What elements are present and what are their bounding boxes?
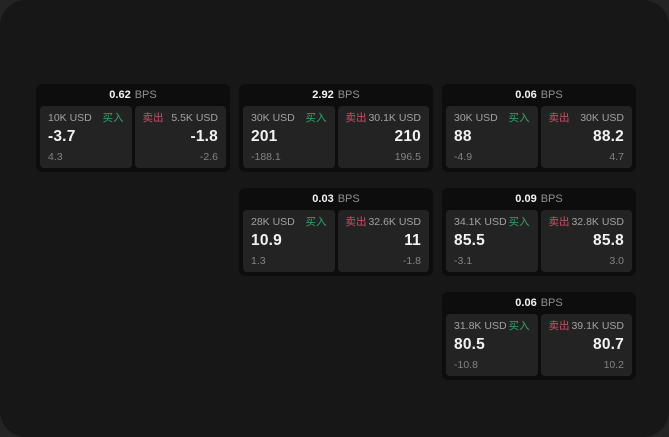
buy-amount: 10K USD (48, 112, 92, 124)
sell-value: 210 (394, 128, 421, 145)
buy-value: 201 (251, 128, 278, 145)
buy-sub-value: -10.8 (454, 359, 478, 371)
sell-value: 80.7 (593, 336, 624, 353)
bps-unit-label: BPS (337, 193, 360, 205)
sell-value: -1.8 (190, 128, 218, 145)
bps-unit-label: BPS (134, 89, 157, 101)
sell-panel[interactable]: 卖出 30K USD 88.2 4.7 (540, 106, 632, 168)
buy-value: -3.7 (48, 128, 76, 145)
sell-sub-value: 3.0 (609, 255, 624, 267)
buy-value: 80.5 (454, 336, 485, 353)
bps-value: 0.06 (515, 297, 537, 309)
sell-label: 卖出 (345, 112, 367, 124)
sell-sub-value: 4.7 (609, 151, 624, 163)
buy-panel[interactable]: 34.1K USD 买入 85.5 -3.1 (446, 210, 538, 272)
bps-unit-label: BPS (540, 193, 563, 205)
sell-label: 卖出 (345, 216, 367, 228)
quote-card-3: 0.06 BPS 30K USD 买入 88 -4.9 卖出 30K USD 88.2… (442, 84, 636, 172)
sell-panel[interactable]: 卖出 5.5K USD -1.8 -2.6 (134, 106, 226, 168)
buy-amount: 30K USD (251, 112, 295, 124)
buy-amount: 31.8K USD (454, 320, 507, 332)
buy-panel[interactable]: 10K USD 买入 -3.7 4.3 (40, 106, 132, 168)
bps-unit-label: BPS (540, 297, 563, 309)
buy-sub-value: 1.3 (251, 255, 266, 267)
bps-unit-label: BPS (337, 89, 360, 101)
sell-label: 卖出 (548, 216, 570, 228)
sell-panel[interactable]: 卖出 30.1K USD 210 196.5 (337, 106, 429, 168)
bps-value: 0.62 (109, 89, 131, 101)
buy-label: 买入 (305, 112, 327, 124)
buy-sub-value: 4.3 (48, 151, 63, 163)
quote-card-5: 0.09 BPS 34.1K USD 买入 85.5 -3.1 卖出 32.8K US… (442, 188, 636, 276)
quote-card-4: 0.03 BPS 28K USD 买入 10.9 1.3 卖出 32.6K USD 1… (239, 188, 433, 276)
sell-sub-value: -1.8 (402, 255, 421, 267)
buy-label: 买入 (508, 216, 530, 228)
sell-amount: 30.1K USD (368, 112, 421, 124)
sell-sub-value: 10.2 (603, 359, 624, 371)
buy-panel[interactable]: 31.8K USD 买入 80.5 -10.8 (446, 314, 538, 376)
buy-value: 10.9 (251, 232, 282, 249)
buy-sub-value: -188.1 (251, 151, 281, 163)
buy-amount: 28K USD (251, 216, 295, 228)
card-header: 0.06 BPS (446, 292, 632, 314)
sell-label: 卖出 (142, 112, 164, 124)
buy-panel[interactable]: 28K USD 买入 10.9 1.3 (243, 210, 335, 272)
quote-card-1: 0.62 BPS 10K USD 买入 -3.7 4.3 卖出 5.5K USD -1… (36, 84, 230, 172)
sell-amount: 39.1K USD (571, 320, 624, 332)
buy-amount: 30K USD (454, 112, 498, 124)
sell-amount: 5.5K USD (171, 112, 218, 124)
bps-value: 0.06 (515, 89, 537, 101)
sell-panel[interactable]: 卖出 32.8K USD 85.8 3.0 (540, 210, 632, 272)
sell-sub-value: 196.5 (394, 151, 421, 163)
sell-amount: 30K USD (580, 112, 624, 124)
bps-value: 0.03 (312, 193, 334, 205)
card-header: 0.62 BPS (40, 84, 226, 106)
sell-amount: 32.6K USD (368, 216, 421, 228)
sell-value: 11 (404, 232, 421, 249)
card-header: 0.03 BPS (243, 188, 429, 210)
sell-panel[interactable]: 卖出 32.6K USD 11 -1.8 (337, 210, 429, 272)
sell-amount: 32.8K USD (571, 216, 624, 228)
quote-card-6: 0.06 BPS 31.8K USD 买入 80.5 -10.8 卖出 39.1K U… (442, 292, 636, 380)
sell-value: 88.2 (593, 128, 624, 145)
quote-card-2: 2.92 BPS 30K USD 买入 201 -188.1 卖出 30.1K USD… (239, 84, 433, 172)
buy-amount: 34.1K USD (454, 216, 507, 228)
sell-sub-value: -2.6 (199, 151, 218, 163)
buy-value: 85.5 (454, 232, 485, 249)
bps-unit-label: BPS (540, 89, 563, 101)
sell-panel[interactable]: 卖出 39.1K USD 80.7 10.2 (540, 314, 632, 376)
bps-value: 2.92 (312, 89, 334, 101)
card-header: 0.06 BPS (446, 84, 632, 106)
buy-sub-value: -4.9 (454, 151, 473, 163)
sell-value: 85.8 (593, 232, 624, 249)
buy-label: 买入 (102, 112, 124, 124)
buy-sub-value: -3.1 (454, 255, 473, 267)
buy-label: 买入 (508, 112, 530, 124)
buy-label: 买入 (508, 320, 530, 332)
card-header: 2.92 BPS (243, 84, 429, 106)
buy-panel[interactable]: 30K USD 买入 88 -4.9 (446, 106, 538, 168)
sell-label: 卖出 (548, 112, 570, 124)
bps-value: 0.09 (515, 193, 537, 205)
sell-label: 卖出 (548, 320, 570, 332)
buy-panel[interactable]: 30K USD 买入 201 -188.1 (243, 106, 335, 168)
buy-value: 88 (454, 128, 472, 145)
card-header: 0.09 BPS (446, 188, 632, 210)
buy-label: 买入 (305, 216, 327, 228)
